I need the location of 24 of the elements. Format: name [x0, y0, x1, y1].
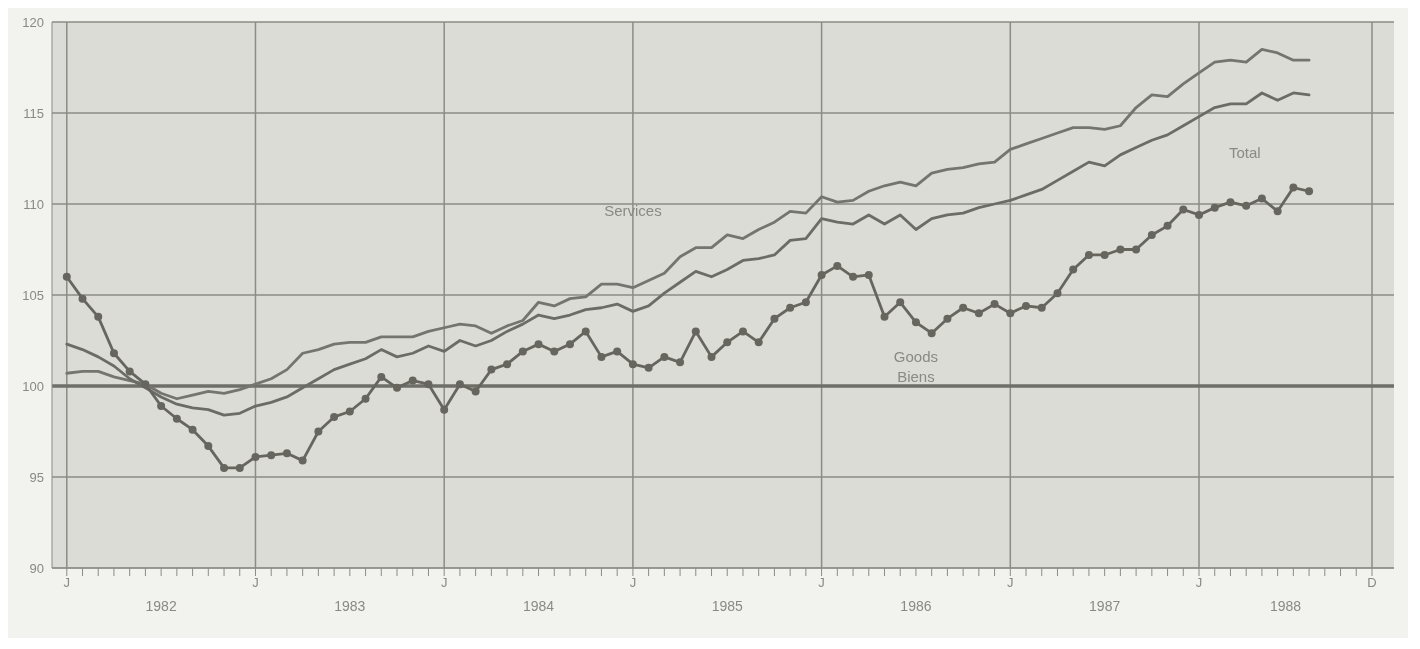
- x-tick-label: D: [1367, 575, 1377, 591]
- x-tick-label: J: [63, 575, 71, 591]
- text: 1988: [1268, 598, 1303, 614]
- y-tick-label: 100: [22, 378, 44, 394]
- x-tick-label: J: [252, 575, 259, 591]
- y-tick-label: 115: [23, 105, 44, 121]
- y-tick-label: 90: [29, 560, 44, 576]
- text: Total: [1228, 143, 1261, 161]
- text: 1985: [710, 598, 744, 614]
- y-tick-label: 110: [23, 196, 44, 212]
- text: 1983: [333, 598, 367, 614]
- x-tick-label: J: [1007, 575, 1014, 591]
- x-tick-label: J: [629, 575, 637, 591]
- text: 1987: [1088, 598, 1122, 614]
- text: 1982: [144, 598, 178, 614]
- text: 1984: [521, 598, 556, 614]
- y-tick-label: 95: [29, 469, 44, 485]
- text: 1986: [899, 598, 933, 614]
- x-tick-label: J: [440, 575, 448, 591]
- x-tick-label: J: [818, 575, 825, 591]
- x-tick-label: J: [1195, 575, 1203, 591]
- y-tick-label: 120: [22, 14, 44, 30]
- series-label: Goods Biens: [893, 348, 939, 386]
- y-tick-label: 105: [22, 287, 44, 303]
